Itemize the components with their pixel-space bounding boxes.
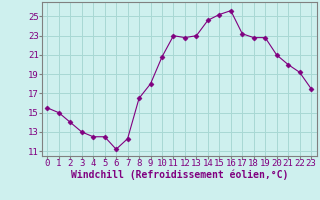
X-axis label: Windchill (Refroidissement éolien,°C): Windchill (Refroidissement éolien,°C) [70, 169, 288, 180]
